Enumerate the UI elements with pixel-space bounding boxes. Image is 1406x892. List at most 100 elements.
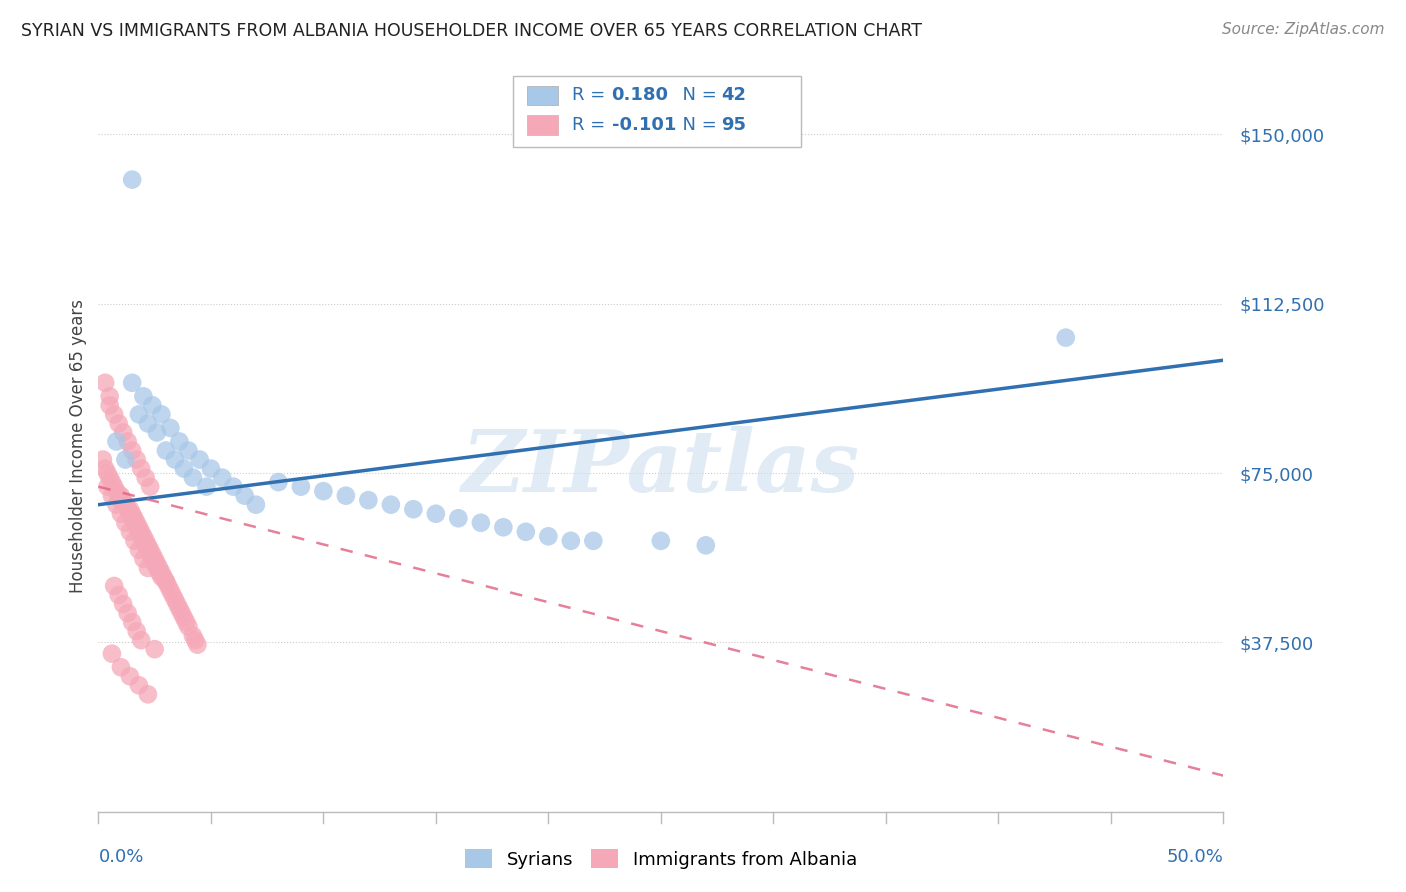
Point [139, 542, 162, 557]
Point [184, 633, 207, 648]
Point [312, 484, 335, 499]
Point [121, 507, 143, 521]
Point [94, 376, 117, 390]
Point [222, 480, 245, 494]
Point [186, 638, 208, 652]
Point [112, 425, 135, 440]
Point [98, 398, 121, 412]
Point [159, 421, 181, 435]
Point [155, 574, 177, 589]
Point [560, 533, 582, 548]
Point [114, 452, 136, 467]
Point [177, 619, 200, 633]
Point [124, 533, 146, 548]
Point [129, 633, 152, 648]
Point [103, 579, 125, 593]
Point [101, 647, 124, 661]
Point [357, 493, 380, 508]
Point [1054, 331, 1077, 345]
Point [129, 524, 152, 539]
Point [112, 597, 135, 611]
Point [136, 542, 159, 557]
Point [188, 452, 211, 467]
Point [155, 574, 177, 589]
Point [157, 579, 180, 593]
Point [96, 466, 118, 480]
Point [128, 542, 150, 557]
Point [245, 498, 267, 512]
Point [150, 570, 173, 584]
Point [148, 561, 170, 575]
Point [143, 557, 166, 571]
Point [425, 507, 447, 521]
Text: N =: N = [671, 87, 723, 104]
Point [447, 511, 470, 525]
Point [121, 443, 143, 458]
Point [136, 417, 159, 431]
Point [128, 520, 150, 534]
Point [125, 516, 148, 530]
Point [105, 434, 128, 449]
Point [177, 443, 200, 458]
Point [132, 533, 155, 548]
Point [110, 493, 132, 508]
Point [152, 570, 174, 584]
Point [117, 434, 139, 449]
Point [125, 624, 148, 639]
Point [103, 408, 125, 422]
Point [107, 489, 129, 503]
Point [125, 520, 148, 534]
Point [136, 561, 159, 575]
Point [98, 389, 121, 403]
Point [181, 470, 204, 484]
Point [143, 642, 166, 657]
Point [132, 552, 155, 566]
Point [114, 516, 136, 530]
Point [163, 592, 186, 607]
Point [166, 597, 188, 611]
Point [117, 606, 139, 620]
Point [148, 566, 170, 580]
Point [233, 489, 256, 503]
Point [101, 489, 124, 503]
Point [150, 408, 173, 422]
Point [91, 452, 114, 467]
Point [128, 524, 150, 539]
Point [139, 480, 162, 494]
Point [470, 516, 492, 530]
Point [200, 461, 222, 475]
Text: ZIPatlas: ZIPatlas [461, 426, 860, 509]
Point [150, 566, 173, 580]
Point [141, 547, 163, 561]
Point [169, 434, 191, 449]
Point [110, 660, 132, 674]
Point [162, 588, 184, 602]
Y-axis label: Householder Income Over 65 years: Householder Income Over 65 years [69, 299, 87, 593]
Point [135, 538, 157, 552]
Point [146, 425, 169, 440]
Point [163, 452, 186, 467]
Point [173, 461, 195, 475]
Point [125, 452, 148, 467]
Text: 0.180: 0.180 [612, 87, 669, 104]
Point [139, 547, 162, 561]
Point [121, 511, 143, 525]
Point [107, 417, 129, 431]
Point [146, 557, 169, 571]
Text: 95: 95 [721, 116, 747, 134]
Point [174, 615, 197, 629]
Point [380, 498, 402, 512]
Point [181, 629, 204, 643]
Point [117, 502, 139, 516]
Point [267, 475, 290, 489]
Text: SYRIAN VS IMMIGRANTS FROM ALBANIA HOUSEHOLDER INCOME OVER 65 YEARS CORRELATION C: SYRIAN VS IMMIGRANTS FROM ALBANIA HOUSEH… [21, 22, 922, 40]
Text: R =: R = [572, 116, 612, 134]
Point [110, 489, 132, 503]
Point [124, 516, 146, 530]
Point [537, 529, 560, 543]
Point [136, 538, 159, 552]
Point [135, 533, 157, 548]
Point [121, 376, 143, 390]
Point [695, 538, 717, 552]
Legend: Syrians, Immigrants from Albania: Syrians, Immigrants from Albania [465, 849, 856, 869]
